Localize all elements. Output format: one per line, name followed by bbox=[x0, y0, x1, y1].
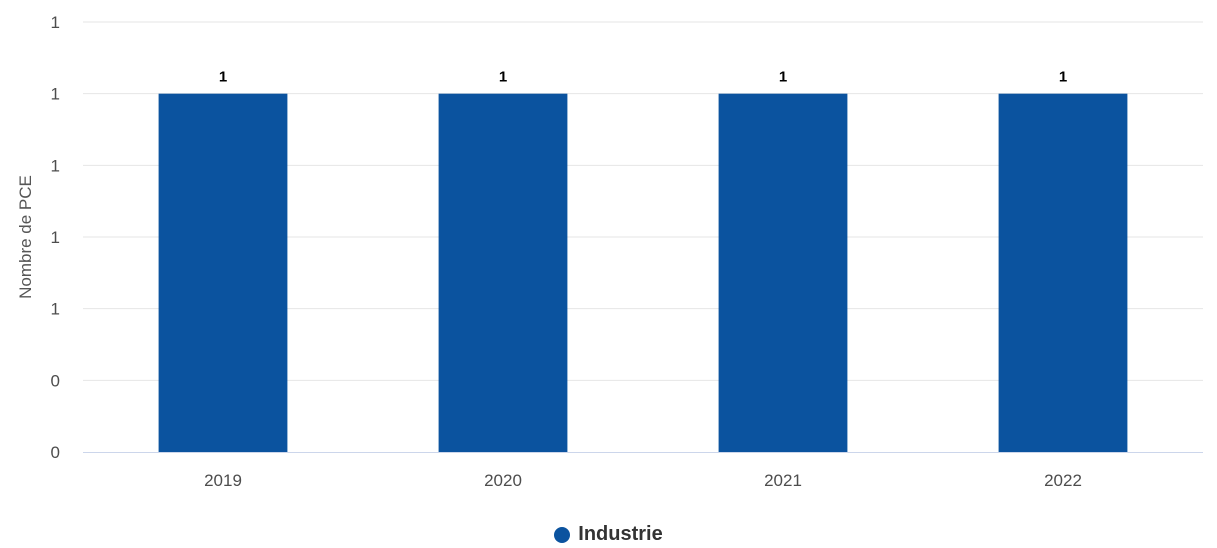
bar-2020[interactable] bbox=[438, 93, 568, 453]
data-label: 1 bbox=[499, 69, 507, 86]
legend-label: Industrie bbox=[578, 523, 663, 545]
x-tick-label: 2022 bbox=[1044, 471, 1082, 490]
legend-marker bbox=[554, 526, 571, 543]
y-tick-label: 1 bbox=[51, 228, 60, 247]
data-label: 1 bbox=[1059, 69, 1067, 86]
y-tick-label: 1 bbox=[51, 13, 60, 32]
y-tick-label: 0 bbox=[51, 443, 60, 462]
legend-item-industrie[interactable]: Industrie bbox=[554, 523, 663, 546]
data-labels: 1 1 1 1 bbox=[219, 69, 1067, 86]
bar-2022[interactable] bbox=[998, 93, 1128, 453]
bar-2021[interactable] bbox=[718, 93, 848, 453]
y-axis-ticks: 0 0 1 1 1 1 1 bbox=[51, 13, 60, 462]
y-tick-label: 1 bbox=[51, 300, 60, 319]
x-tick-label: 2019 bbox=[204, 471, 242, 490]
y-tick-label: 1 bbox=[51, 156, 60, 175]
x-axis-ticks: 2019 2020 2021 2022 bbox=[204, 471, 1082, 490]
bars bbox=[158, 93, 1128, 453]
y-tick-label: 0 bbox=[51, 371, 60, 390]
legend: Industrie bbox=[0, 523, 1217, 548]
x-tick-label: 2020 bbox=[484, 471, 522, 490]
data-label: 1 bbox=[219, 69, 227, 86]
y-tick-label: 1 bbox=[51, 85, 60, 104]
data-label: 1 bbox=[779, 69, 787, 86]
bar-2019[interactable] bbox=[158, 93, 288, 453]
y-axis-label: Nombre de PCE bbox=[16, 175, 35, 299]
x-tick-label: 2021 bbox=[764, 471, 802, 490]
